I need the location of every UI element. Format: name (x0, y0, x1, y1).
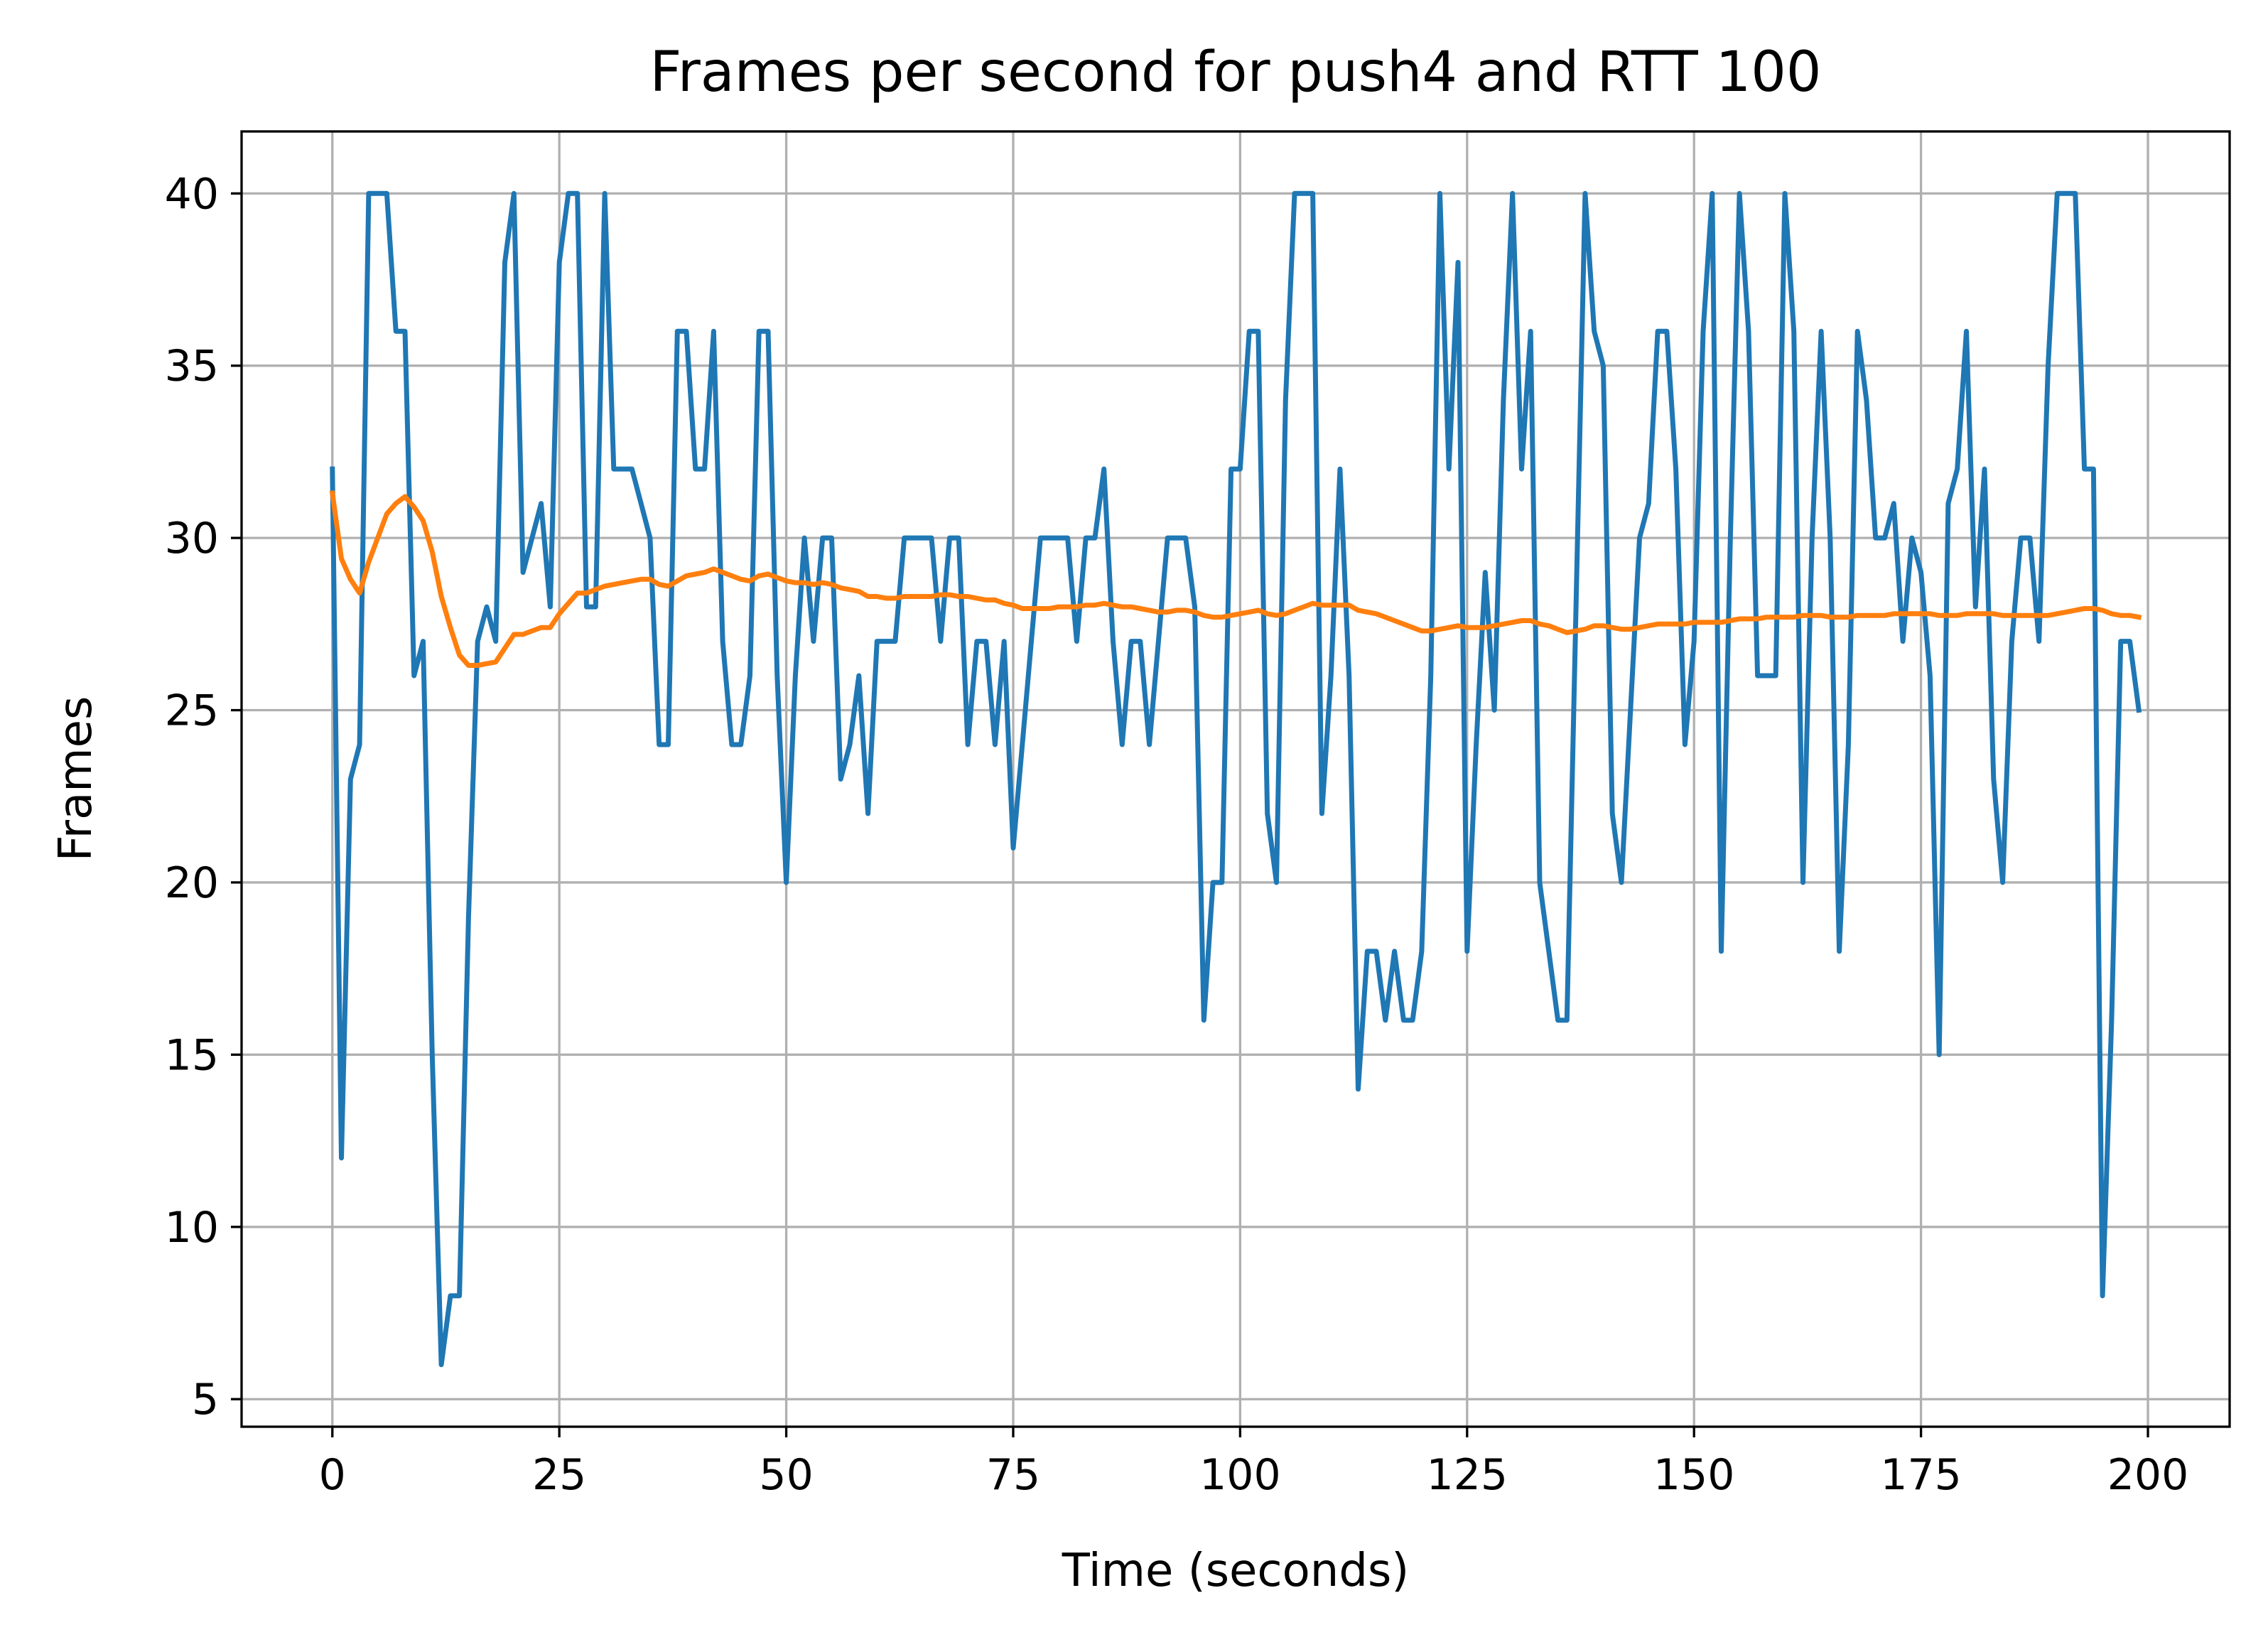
x-tick-label-150: 150 (1653, 1450, 1735, 1500)
x-tick-label-25: 25 (532, 1450, 586, 1500)
y-tick-label-15: 15 (165, 1030, 219, 1080)
x-axis-label: Time (seconds) (1062, 1545, 1410, 1597)
series-line-1 (330, 190, 2142, 1368)
x-tick-label-75: 75 (986, 1450, 1040, 1500)
ticks-layer: 0 25 50 75 100 125 150 175 200 5 10 15 20 25 30 35 40 (165, 169, 2189, 1500)
y-tick-label-40: 40 (165, 169, 219, 219)
y-tick-label-10: 10 (165, 1203, 219, 1253)
y-tick-label-25: 25 (165, 686, 219, 736)
y-tick-label-5: 5 (192, 1375, 219, 1425)
y-tick-label-30: 30 (165, 514, 219, 563)
y-axis-label: Frames (50, 696, 102, 862)
chart-title: Frames per second for push4 and RTT 100 (650, 40, 1822, 104)
x-tick-label-100: 100 (1199, 1450, 1281, 1500)
plot-area-background (242, 131, 2230, 1427)
x-tick-label-125: 125 (1427, 1450, 1508, 1500)
grid-layer (242, 131, 2230, 1427)
series-line-2 (329, 490, 2142, 668)
x-tick-label-175: 175 (1880, 1450, 1962, 1500)
x-tick-label-0: 0 (319, 1450, 346, 1500)
plot-frame (240, 130, 2231, 1428)
x-tick-label-200: 200 (2107, 1450, 2189, 1500)
y-tick-label-35: 35 (165, 342, 219, 391)
series-layer (329, 190, 2142, 1368)
x-tick-label-50: 50 (759, 1450, 813, 1500)
y-tick-label-20: 20 (165, 858, 219, 908)
